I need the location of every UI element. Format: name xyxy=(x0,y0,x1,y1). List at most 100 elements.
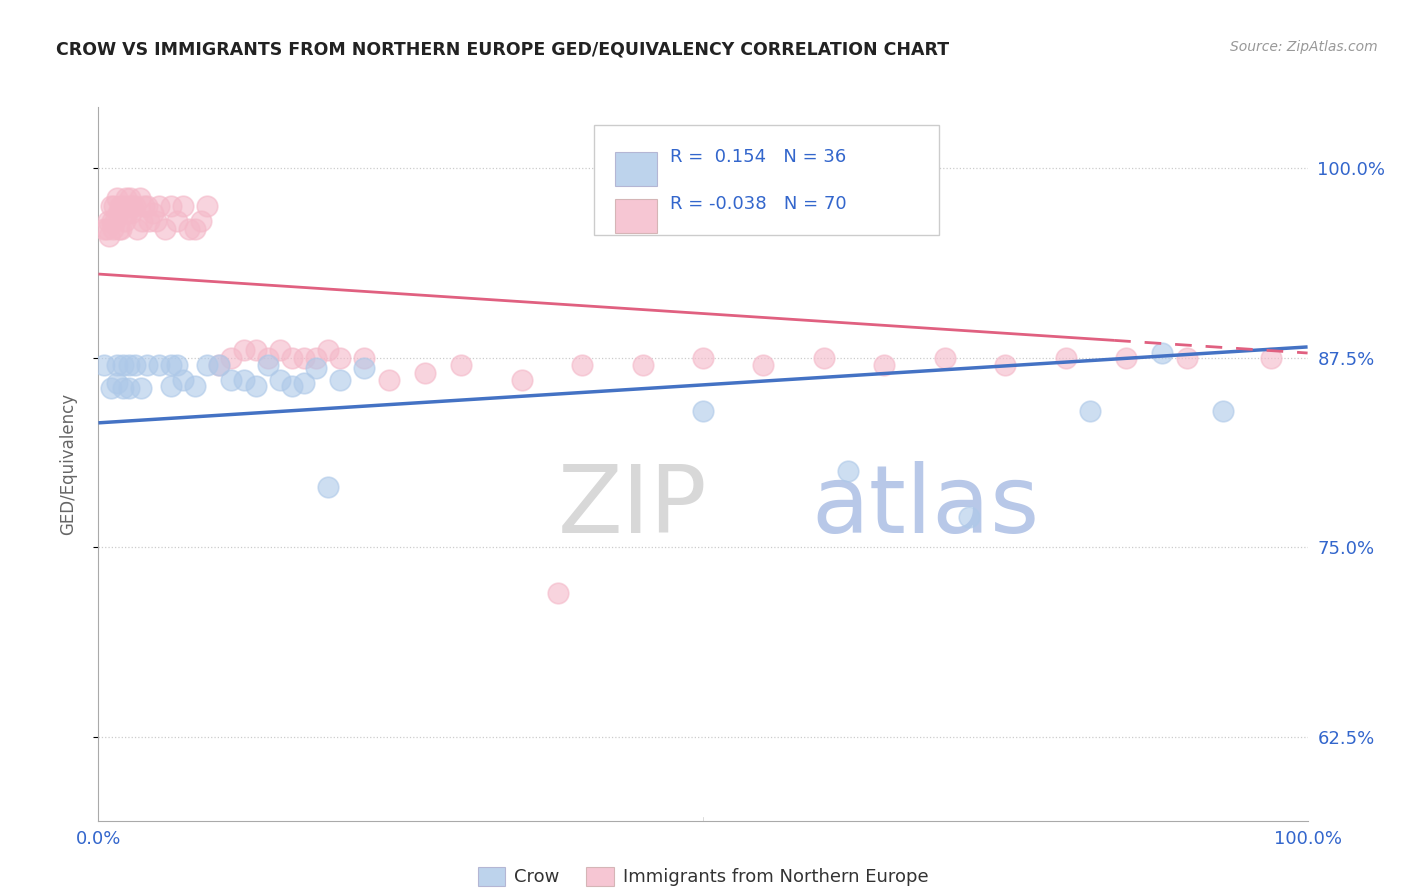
Point xyxy=(184,221,207,235)
Point xyxy=(232,373,254,387)
Point xyxy=(1152,346,1174,360)
Point xyxy=(166,214,188,228)
Point xyxy=(837,465,859,479)
Point xyxy=(166,358,188,372)
Point xyxy=(111,381,134,395)
Point xyxy=(142,206,165,220)
Point xyxy=(108,199,131,213)
Point xyxy=(256,351,278,365)
Point xyxy=(105,191,128,205)
Point xyxy=(292,376,315,391)
Point xyxy=(208,358,231,372)
Point xyxy=(148,199,170,213)
Point xyxy=(111,199,134,213)
Point xyxy=(118,358,141,372)
Point xyxy=(450,358,472,372)
Point xyxy=(172,199,194,213)
Point xyxy=(160,358,183,372)
Point xyxy=(413,366,436,380)
Point xyxy=(305,361,328,376)
Point xyxy=(104,214,127,228)
Point xyxy=(96,221,118,235)
Point xyxy=(752,358,775,372)
Point xyxy=(281,351,304,365)
Text: CROW VS IMMIGRANTS FROM NORTHERN EUROPE GED/EQUIVALENCY CORRELATION CHART: CROW VS IMMIGRANTS FROM NORTHERN EUROPE … xyxy=(56,40,949,58)
Point xyxy=(117,206,139,220)
Point xyxy=(112,206,135,220)
Bar xyxy=(614,152,657,186)
Point xyxy=(316,343,339,357)
Point xyxy=(100,214,122,228)
Point xyxy=(281,379,304,393)
Point xyxy=(547,586,569,600)
Point xyxy=(184,379,207,393)
Point xyxy=(353,351,375,365)
Point xyxy=(329,373,352,387)
Point xyxy=(692,403,714,417)
Point xyxy=(124,199,146,213)
Point xyxy=(692,351,714,365)
Point xyxy=(131,214,153,228)
Point xyxy=(190,214,212,228)
Point xyxy=(813,351,835,365)
Point xyxy=(127,221,149,235)
Point xyxy=(105,358,128,372)
Point xyxy=(1260,351,1282,365)
Point xyxy=(256,358,278,372)
Point xyxy=(269,373,291,387)
Point xyxy=(160,199,183,213)
Text: R =  0.154   N = 36: R = 0.154 N = 36 xyxy=(671,148,846,166)
Point xyxy=(121,199,143,213)
Point xyxy=(631,358,654,372)
Point xyxy=(353,361,375,376)
Point xyxy=(115,191,138,205)
Bar xyxy=(614,199,657,234)
Point xyxy=(124,358,146,372)
Point xyxy=(105,376,128,391)
Point xyxy=(269,343,291,357)
Point xyxy=(1175,351,1198,365)
Point xyxy=(153,221,176,235)
Text: R = -0.038   N = 70: R = -0.038 N = 70 xyxy=(671,195,846,213)
Point xyxy=(97,214,120,228)
Point xyxy=(221,373,243,387)
Point xyxy=(93,221,115,235)
Point xyxy=(128,191,150,205)
Legend: Crow, Immigrants from Northern Europe: Crow, Immigrants from Northern Europe xyxy=(471,860,935,892)
Point xyxy=(957,510,980,524)
Point xyxy=(1212,403,1234,417)
Text: Source: ZipAtlas.com: Source: ZipAtlas.com xyxy=(1230,40,1378,54)
Y-axis label: GED/Equivalency: GED/Equivalency xyxy=(59,392,77,535)
Point xyxy=(114,214,136,228)
Point xyxy=(135,199,157,213)
Point xyxy=(245,343,267,357)
Point xyxy=(179,221,201,235)
Point xyxy=(195,358,218,372)
Point xyxy=(316,480,339,494)
Point xyxy=(118,199,141,213)
Point xyxy=(329,351,352,365)
Point xyxy=(118,191,141,205)
Point xyxy=(100,199,122,213)
Point xyxy=(934,351,956,365)
Point xyxy=(571,358,593,372)
Point xyxy=(111,358,134,372)
Point xyxy=(160,379,183,393)
Point xyxy=(1115,351,1137,365)
Point xyxy=(221,351,243,365)
Point xyxy=(134,199,156,213)
Point xyxy=(208,358,231,372)
Point xyxy=(100,381,122,395)
Point xyxy=(172,373,194,387)
Point xyxy=(377,373,399,387)
Point xyxy=(145,214,167,228)
Point xyxy=(93,358,115,372)
Point xyxy=(129,381,152,395)
Point xyxy=(103,199,125,213)
Point xyxy=(232,343,254,357)
Point xyxy=(305,351,328,365)
Point xyxy=(1054,351,1077,365)
Point xyxy=(148,358,170,372)
Point xyxy=(138,214,160,228)
Point xyxy=(108,221,131,235)
